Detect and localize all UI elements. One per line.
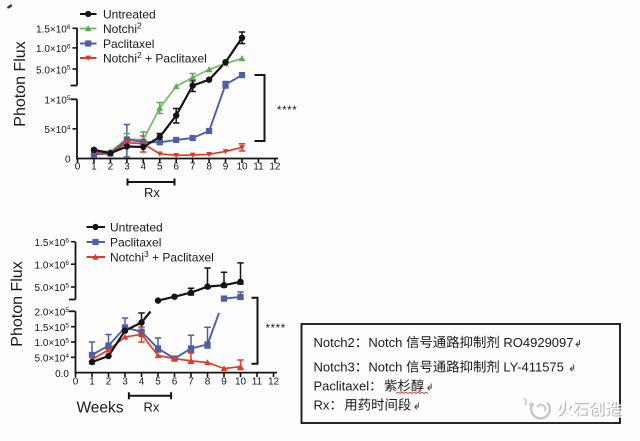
svg-text:Paclitaxel: Paclitaxel xyxy=(314,379,370,394)
svg-text:LY-411575: LY-411575 xyxy=(503,360,564,375)
svg-text:Notchi3 + Paclitaxel: Notchi3 + Paclitaxel xyxy=(110,249,214,265)
svg-text:****: **** xyxy=(277,105,297,117)
svg-text:Rx: Rx xyxy=(314,398,330,413)
svg-text:4: 4 xyxy=(141,162,147,173)
svg-text:1.5×105: 1.5×105 xyxy=(35,322,70,334)
svg-text:Notch2: Notch2 xyxy=(314,335,355,350)
svg-text:10: 10 xyxy=(235,377,247,388)
svg-text:Rx: Rx xyxy=(144,185,160,200)
svg-text:Paclitaxel: Paclitaxel xyxy=(110,235,161,249)
svg-text:2.0×105: 2.0×105 xyxy=(35,307,70,319)
svg-text:Rx: Rx xyxy=(144,400,160,415)
svg-text:8: 8 xyxy=(206,162,212,173)
svg-text:Notch: Notch xyxy=(368,335,402,350)
svg-text:5: 5 xyxy=(157,162,163,173)
svg-text:****: **** xyxy=(266,323,286,335)
svg-text:3: 3 xyxy=(124,162,130,173)
svg-text:Notchi2 + Paclitaxel: Notchi2 + Paclitaxel xyxy=(103,50,207,66)
svg-text:Photon Flux: Photon Flux xyxy=(12,41,29,126)
svg-text:1.0×106: 1.0×106 xyxy=(35,260,70,272)
svg-text:5.0×105: 5.0×105 xyxy=(36,65,71,77)
svg-text:1.5×106: 1.5×106 xyxy=(36,24,71,36)
svg-text:4: 4 xyxy=(139,377,145,388)
svg-text:10: 10 xyxy=(236,162,248,173)
svg-text:Untreated: Untreated xyxy=(103,7,156,21)
svg-text:1.0×105: 1.0×105 xyxy=(35,338,70,350)
svg-text:Weeks: Weeks xyxy=(76,400,123,417)
svg-text:3: 3 xyxy=(122,377,128,388)
svg-text:1.5×106: 1.5×106 xyxy=(35,237,70,249)
svg-text:8: 8 xyxy=(205,377,211,388)
svg-text:2: 2 xyxy=(106,377,112,388)
svg-text:5×104: 5×104 xyxy=(44,125,71,137)
svg-text:7: 7 xyxy=(188,377,194,388)
svg-text:5.0×104: 5.0×104 xyxy=(35,353,70,365)
svg-text:1×105: 1×105 xyxy=(44,95,71,107)
svg-text:1.0×106: 1.0×106 xyxy=(36,44,71,56)
svg-text:9: 9 xyxy=(221,377,227,388)
svg-text:Notch: Notch xyxy=(368,360,402,375)
svg-text:0.0: 0.0 xyxy=(55,369,69,380)
svg-text:Notch3: Notch3 xyxy=(314,360,355,375)
svg-text:Notchi2: Notchi2 xyxy=(103,20,142,36)
svg-text:0: 0 xyxy=(75,162,81,173)
svg-text:6: 6 xyxy=(173,162,179,173)
svg-text:Untreated: Untreated xyxy=(110,220,163,234)
svg-text:1: 1 xyxy=(89,377,95,388)
svg-text:7: 7 xyxy=(190,162,196,173)
svg-text:5: 5 xyxy=(155,377,161,388)
svg-text:6: 6 xyxy=(172,377,178,388)
svg-text:5.0×105: 5.0×105 xyxy=(35,283,70,295)
svg-text:1: 1 xyxy=(91,162,97,173)
svg-text:12: 12 xyxy=(269,162,281,173)
svg-text:RO4929097: RO4929097 xyxy=(503,335,573,350)
svg-text:2: 2 xyxy=(108,162,114,173)
svg-text:11: 11 xyxy=(253,162,264,173)
svg-text:11: 11 xyxy=(252,377,263,388)
svg-text:9: 9 xyxy=(223,162,229,173)
svg-text:Paclitaxel: Paclitaxel xyxy=(103,37,154,51)
svg-text:Photon Flux: Photon Flux xyxy=(9,261,26,346)
svg-text:0: 0 xyxy=(65,154,71,165)
svg-text:12: 12 xyxy=(268,377,280,388)
svg-text:0: 0 xyxy=(73,377,79,388)
